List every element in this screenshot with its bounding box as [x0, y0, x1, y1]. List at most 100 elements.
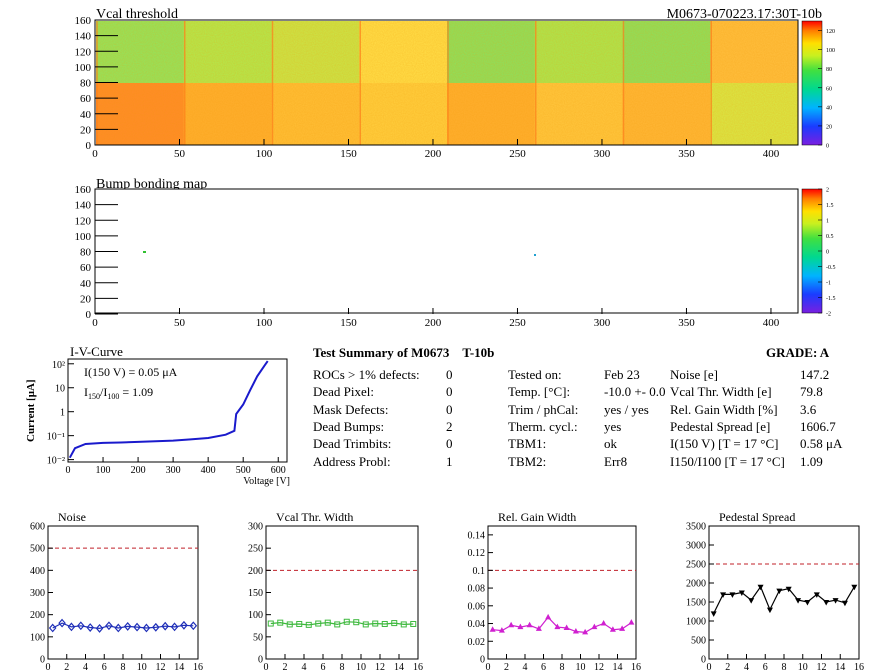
- summary-label: Dead Trimbits:: [313, 436, 392, 452]
- y-tick-label: 140: [75, 200, 92, 212]
- trend-chart-title: Vcal Thr. Width: [276, 510, 353, 524]
- x-tick-label: 12: [156, 662, 166, 672]
- data-point: [748, 598, 755, 604]
- x-tick-label: 14: [835, 662, 845, 672]
- data-point: [410, 620, 417, 627]
- palette-tick-label: 100: [826, 48, 835, 54]
- x-tick-label: 4: [523, 662, 528, 672]
- x-tick-label: 100: [256, 148, 273, 160]
- x-tick-label: 6: [763, 662, 768, 672]
- iv-title: I-V-Curve: [70, 344, 123, 359]
- y-tick-label: 160: [75, 184, 92, 196]
- data-point: [766, 607, 773, 614]
- summary-label: Vcal Thr. Width [e]: [670, 384, 772, 400]
- x-tick-label: 250: [509, 317, 526, 329]
- data-point: [58, 618, 66, 628]
- y-tick-label: 0.1: [473, 566, 486, 577]
- x-tick-label: 14: [613, 662, 623, 672]
- summary-value: 3.6: [800, 401, 817, 417]
- trend-chart-frame: [487, 525, 637, 660]
- x-tick-label: 6: [102, 662, 107, 672]
- x-tick-label: 200: [425, 317, 442, 329]
- data-point: [489, 626, 496, 632]
- data-point: [710, 611, 717, 617]
- x-tick-label: 0: [92, 148, 98, 160]
- summary-value: 79.8: [800, 384, 823, 400]
- iv-annotation-ratio: I150/I100 = 1.09: [84, 385, 153, 401]
- iv-x-tick-label: 200: [131, 465, 146, 476]
- x-tick-label: 14: [394, 662, 404, 672]
- x-tick-label: 4: [83, 662, 88, 672]
- x-tick-label: 8: [560, 662, 565, 672]
- palette-tick-label: -1.5: [826, 296, 836, 302]
- iv-frame: [67, 358, 288, 463]
- data-point: [591, 623, 598, 630]
- y-tick-label: 300: [30, 588, 45, 599]
- summary-label: Temp. [°C]:: [508, 384, 571, 400]
- x-tick-label: 16: [413, 662, 423, 672]
- iv-x-tick-label: 0: [66, 465, 71, 476]
- data-point: [619, 625, 626, 631]
- x-tick-label: 10: [356, 662, 366, 672]
- data-point: [498, 627, 505, 633]
- summary-label: Address Probl:: [313, 453, 391, 469]
- y-tick-label: 500: [691, 636, 706, 647]
- bump-y-axis: 0 20 40 60 80 100 120 140 160: [75, 184, 118, 321]
- series-line: [52, 622, 194, 630]
- trend-chart-2: Rel. Gain Width 0 2 4 6 8 10 12 14 16 0 0.02 0.04 0.0…: [468, 510, 642, 672]
- trend-chart-title: Pedestal Spread: [719, 510, 795, 524]
- x-tick-label: 0: [486, 662, 491, 672]
- summary-label: I150/I100 [T = 17 °C]: [670, 453, 785, 469]
- summary-label: Dead Bumps:: [313, 418, 385, 434]
- palette-tick-label: 0: [826, 144, 829, 150]
- y-tick-label: 20: [80, 293, 92, 305]
- iv-x-label: Voltage [V]: [243, 476, 290, 487]
- vcal-x-axis: 0 50 100 150 200 250 300 350 400: [92, 139, 780, 160]
- x-tick-label: 2: [64, 662, 69, 672]
- x-tick-label: 16: [193, 662, 203, 672]
- x-tick-label: 4: [744, 662, 749, 672]
- y-tick-label: 1500: [686, 598, 706, 609]
- data-point: [517, 623, 524, 630]
- data-point: [353, 619, 360, 626]
- vcal-y-axis: 0 20 40 60 80 100 120 140 160: [75, 15, 118, 152]
- y-tick-label: 40: [80, 278, 92, 290]
- y-tick-label: 100: [75, 62, 92, 74]
- data-point: [189, 621, 198, 631]
- data-point: [554, 623, 561, 630]
- x-tick-label: 150: [340, 148, 357, 160]
- x-tick-label: 2: [725, 662, 730, 672]
- iv-x-tick-label: 400: [201, 465, 216, 476]
- palette-tick-label: 40: [826, 105, 832, 111]
- data-point: [628, 619, 635, 625]
- trend-chart-frame: [47, 525, 199, 660]
- summary-label: Trim / phCal:: [508, 401, 579, 417]
- x-tick-label: 0: [92, 317, 98, 329]
- data-point: [372, 620, 379, 627]
- x-tick-label: 0: [264, 662, 269, 672]
- y-tick-label: 500: [30, 544, 45, 555]
- palette-tick-label: 2: [826, 188, 829, 194]
- y-tick-label: 0: [40, 655, 45, 666]
- data-point: [324, 619, 331, 626]
- data-point: [535, 625, 542, 631]
- y-tick-label: 160: [75, 15, 92, 27]
- palette-tick-label: 80: [826, 67, 832, 73]
- y-tick-label: 100: [75, 231, 92, 243]
- x-tick-label: 4: [302, 662, 307, 672]
- iv-x-tick-label: 600: [271, 465, 286, 476]
- palette-tick-label: 120: [826, 29, 835, 35]
- y-tick-label: 50: [253, 632, 263, 643]
- y-tick-label: 3000: [686, 541, 706, 552]
- data-point: [114, 623, 123, 633]
- x-tick-label: 350: [678, 317, 695, 329]
- y-tick-label: 400: [30, 566, 45, 577]
- y-tick-label: 0: [86, 309, 92, 321]
- iv-y-tick-label: 10⁻²: [47, 456, 65, 467]
- bump-palette-axis: -2 -1.5 -1 -0.5 0 0.5 1 1.5 2: [818, 188, 836, 318]
- data-point: [315, 620, 322, 627]
- data-point: [729, 592, 736, 598]
- summary-value: Feb 23: [604, 367, 640, 382]
- data-point: [720, 592, 727, 598]
